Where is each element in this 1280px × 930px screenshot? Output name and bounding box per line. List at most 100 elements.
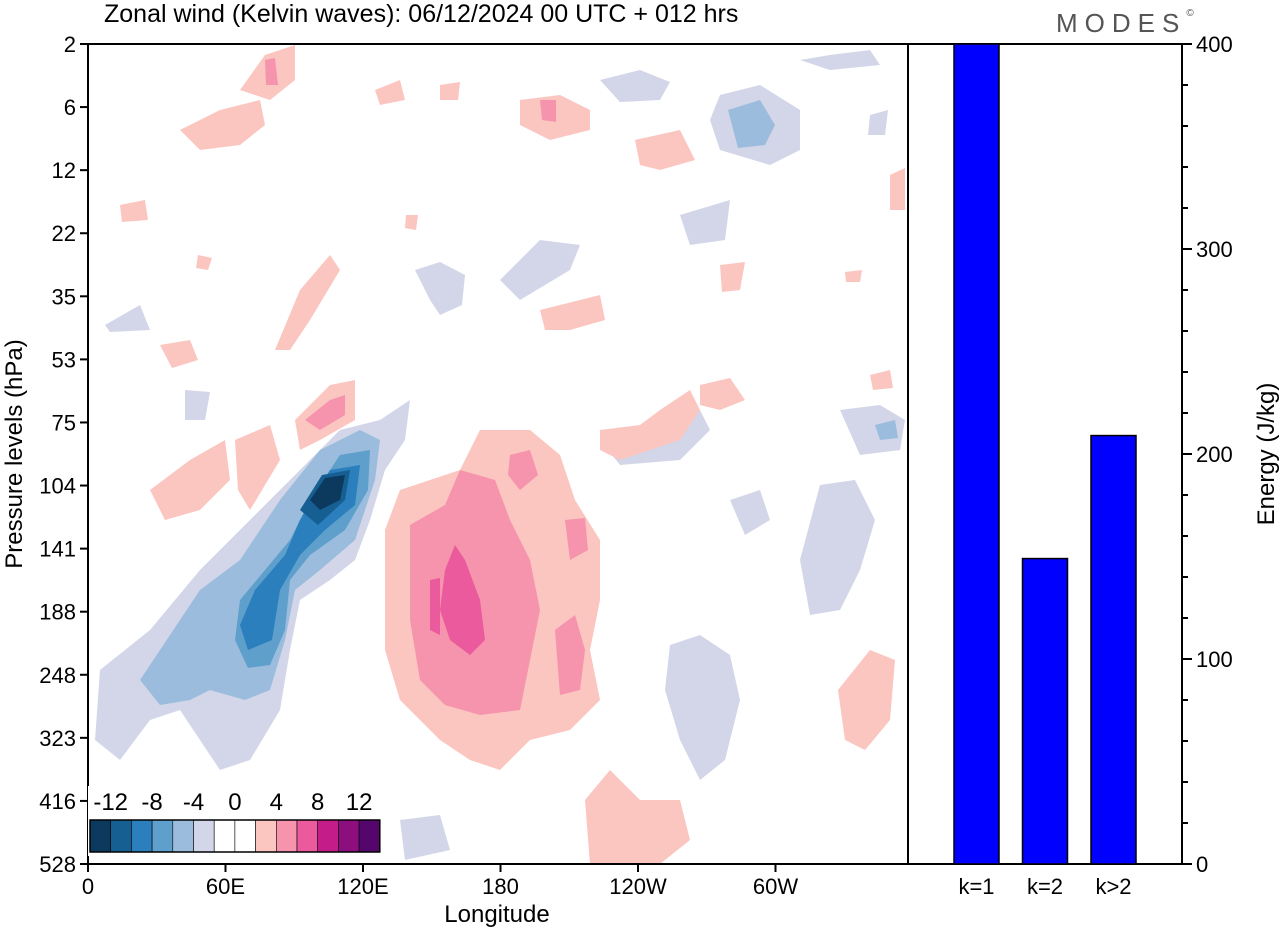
energy-bar: [1090, 434, 1137, 865]
bar-category-label: k=2: [1027, 874, 1063, 899]
colorbar-swatch: [193, 819, 215, 853]
contour-region: [838, 650, 895, 750]
contour-region: [500, 240, 580, 300]
contour-region: [196, 255, 212, 270]
contour-region: [150, 440, 230, 520]
energy-axis: 0 100 200 300 400: [1182, 32, 1233, 877]
contour-region: [890, 168, 905, 210]
contour-region: [665, 635, 740, 780]
contour-region: [700, 378, 745, 410]
contour-region: [120, 200, 148, 222]
y-tick-label: 2: [64, 32, 76, 57]
contour-region: [105, 305, 150, 332]
contour-region: [430, 578, 440, 635]
energy-tick-label: 400: [1196, 32, 1233, 57]
colorbar-swatch: [213, 819, 236, 853]
energy-tick-label: 100: [1196, 647, 1233, 672]
modes-logo: MODES©: [1056, 8, 1194, 38]
colorbar-label: -4: [183, 789, 204, 816]
contour-region: [265, 58, 278, 85]
contour-fills: [95, 45, 905, 864]
colorbar: -12 -8 -4 0 4 8 12: [88, 786, 382, 856]
contour-region: [375, 80, 405, 105]
contour-region: [185, 390, 210, 420]
bar-marks: [953, 43, 1137, 865]
contour-region: [160, 340, 198, 368]
colorbar-frame: [89, 819, 381, 853]
colorbar-swatch: [275, 819, 298, 853]
contour-region: [720, 262, 745, 292]
contour-region: [540, 295, 605, 330]
contour-region: [400, 815, 450, 860]
contour-region: [180, 100, 265, 150]
colorbar-label: 8: [311, 789, 324, 816]
x-tick-label: 120E: [337, 874, 388, 899]
longitude-axis-label: Longitude: [444, 901, 549, 928]
chart-title: Zonal wind (Kelvin waves): 06/12/2024 00…: [104, 0, 738, 28]
contour-region: [840, 405, 905, 455]
contour-region: [635, 130, 695, 170]
contour-region: [508, 450, 538, 490]
contour-region: [730, 490, 770, 535]
hovmoller-panel: 2 6 12 22 35 53 75 104 141 188 248 323 416 528 0 60E 12…: [1, 32, 909, 928]
contour-region: [310, 475, 345, 510]
contour-region: [870, 370, 893, 390]
y-tick-label: 188: [39, 600, 76, 625]
colorbar-label: -8: [141, 789, 162, 816]
x-tick-label: 180: [482, 874, 519, 899]
contour-region: [415, 262, 465, 315]
colorbar-label: -12: [93, 789, 128, 816]
colorbar-swatch: [296, 819, 319, 853]
contour-region: [845, 270, 862, 282]
energy-bar: [1021, 557, 1069, 865]
contour-region: [440, 545, 485, 655]
colorbar-swatch: [255, 819, 277, 853]
colorbar-swatch: [151, 819, 174, 853]
contour-region: [875, 420, 898, 440]
colorbar-label: 4: [270, 789, 283, 816]
longitude-axis: 0 60E 120E 180 120W 60W: [82, 864, 798, 899]
colorbar-label: 12: [346, 789, 373, 816]
y-tick-label: 528: [39, 852, 76, 877]
x-tick-label: 0: [82, 874, 94, 899]
colorbar-swatch: [234, 819, 256, 853]
x-tick-label: 60E: [206, 874, 245, 899]
energy-axis-label: Energy (J/kg): [1253, 383, 1280, 526]
contour-region: [585, 770, 690, 864]
bar-category-label: k>2: [1095, 874, 1131, 899]
y-tick-label: 35: [52, 284, 76, 309]
y-tick-label: 6: [64, 95, 76, 120]
colorbar-label: 0: [228, 789, 241, 816]
contour-region: [680, 200, 730, 245]
contour-region: [440, 82, 460, 100]
y-tick-label: 75: [52, 410, 76, 435]
contour-region: [565, 518, 588, 560]
colorbar-swatch: [89, 819, 112, 853]
contour-region: [600, 70, 670, 102]
energy-tick-label: 0: [1196, 852, 1208, 877]
pressure-axis-label: Pressure levels (hPa): [1, 339, 28, 568]
contour-region: [868, 110, 888, 135]
contour-region: [540, 100, 556, 122]
y-tick-label: 141: [39, 537, 76, 562]
contour-region: [275, 255, 340, 350]
bar-category-labels: k=1 k=2 k>2: [958, 874, 1131, 899]
colorbar-swatch: [110, 819, 132, 853]
bar-category-label: k=1: [958, 874, 994, 899]
y-tick-label: 22: [52, 221, 76, 246]
y-tick-label: 53: [52, 347, 76, 372]
energy-tick-label: 300: [1196, 237, 1233, 262]
y-tick-label: 248: [39, 663, 76, 688]
x-tick-label: 120W: [609, 874, 667, 899]
contour-region: [728, 100, 775, 148]
y-tick-label: 104: [39, 474, 76, 499]
colorbar-swatch: [172, 819, 194, 853]
colorbar-swatch: [317, 819, 339, 853]
colorbar-swatch: [338, 819, 360, 853]
energy-bar-chart: 0 100 200 300 400 k=1 k=2 k>2 Energy (J/kg): [907, 32, 1280, 899]
x-tick-label: 60W: [753, 874, 798, 899]
energy-bar: [953, 43, 1000, 865]
colorbar-swatch: [358, 819, 381, 853]
colorbar-swatch: [131, 819, 153, 853]
